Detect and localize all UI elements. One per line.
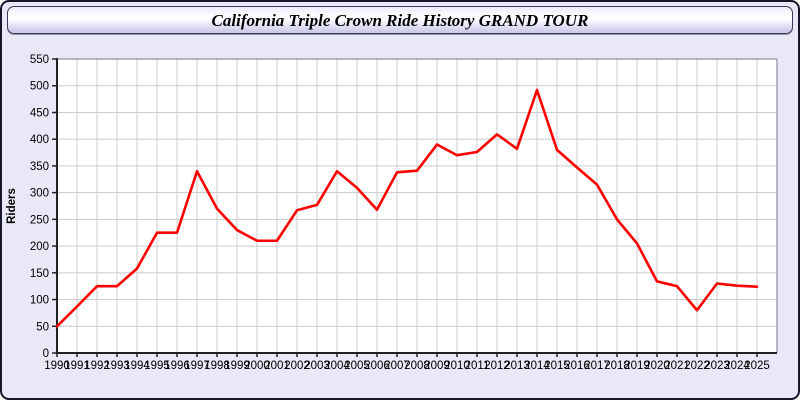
series-line-riders xyxy=(55,88,759,328)
x-tick-label: 2001 xyxy=(264,360,290,372)
y-tick-label: 400 xyxy=(30,134,49,146)
plot-frame xyxy=(57,58,778,353)
x-tick-label: 2024 xyxy=(724,360,750,372)
x-tick-label: 2015 xyxy=(544,360,570,372)
x-axis-ticks: 1990199119921993199419951996199719981999… xyxy=(44,353,770,372)
x-tick-label: 2011 xyxy=(465,360,490,372)
y-axis-ticks: 0 50 100 150 200 250 300 350 400 450 500 550 xyxy=(30,54,57,360)
x-tick-label: 1996 xyxy=(164,360,190,372)
y-tick-label: 50 xyxy=(36,321,49,333)
y-tick-label: 450 xyxy=(30,107,49,119)
x-tick-label: 1995 xyxy=(144,360,170,372)
x-tick-label: 1994 xyxy=(124,360,150,372)
x-tick-label: 2005 xyxy=(344,360,370,372)
y-tick-label: 200 xyxy=(30,241,49,253)
x-tick-label: 1998 xyxy=(204,360,230,372)
y-tick-label: 550 xyxy=(30,54,49,66)
x-tick-label: 2022 xyxy=(684,360,710,372)
x-tick-label: 2014 xyxy=(524,360,550,372)
y-tick-label: 100 xyxy=(30,295,49,307)
x-tick-label: 1990 xyxy=(44,360,70,372)
x-tick-label: 2008 xyxy=(404,360,430,372)
x-tick-label: 1992 xyxy=(84,360,110,372)
x-tick-label: 2013 xyxy=(504,360,530,372)
x-tick-label: 2017 xyxy=(584,360,610,372)
y-tick-label: 500 xyxy=(30,81,49,93)
x-tick-label: 2004 xyxy=(324,360,350,372)
x-tick-label: 2002 xyxy=(284,360,310,372)
x-tick-label: 1991 xyxy=(64,360,90,372)
x-tick-label: 1993 xyxy=(104,360,130,372)
x-tick-label: 1999 xyxy=(224,360,250,372)
title-bar: California Triple Crown Ride History GRA… xyxy=(7,6,793,34)
x-tick-label: 2010 xyxy=(444,360,470,372)
x-tick-label: 2025 xyxy=(744,360,770,372)
y-tick-label: 0 xyxy=(43,348,49,360)
page-title: California Triple Crown Ride History GRA… xyxy=(211,10,589,30)
chart-region: 0 50 100 150 200 250 300 350 400 450 500 550 1990 199… xyxy=(2,36,798,398)
x-tick-label: 2000 xyxy=(244,360,270,372)
x-tick-label: 2016 xyxy=(564,360,590,372)
x-tick-label: 2003 xyxy=(304,360,330,372)
x-tick-label: 2021 xyxy=(664,360,690,372)
x-tick-label: 2007 xyxy=(384,360,410,372)
x-tick-label: 2012 xyxy=(484,360,510,372)
y-axis-title: Riders xyxy=(6,188,18,224)
x-tick-label: 1997 xyxy=(184,360,210,372)
x-tick-label: 2018 xyxy=(604,360,630,372)
y-tick-label: 350 xyxy=(30,161,49,173)
x-tick-label: 2006 xyxy=(364,360,390,372)
y-tick-label: 250 xyxy=(30,214,49,226)
y-tick-label: 150 xyxy=(30,268,49,280)
x-tick-label: 2023 xyxy=(704,360,730,372)
y-tick-label: 300 xyxy=(30,188,49,200)
x-tick-label: 2020 xyxy=(644,360,670,372)
ride-history-chart: 0501001502002503003504004505005501990199… xyxy=(6,54,778,372)
x-tick-label: 2009 xyxy=(424,360,450,372)
x-tick-label: 2019 xyxy=(624,360,650,372)
